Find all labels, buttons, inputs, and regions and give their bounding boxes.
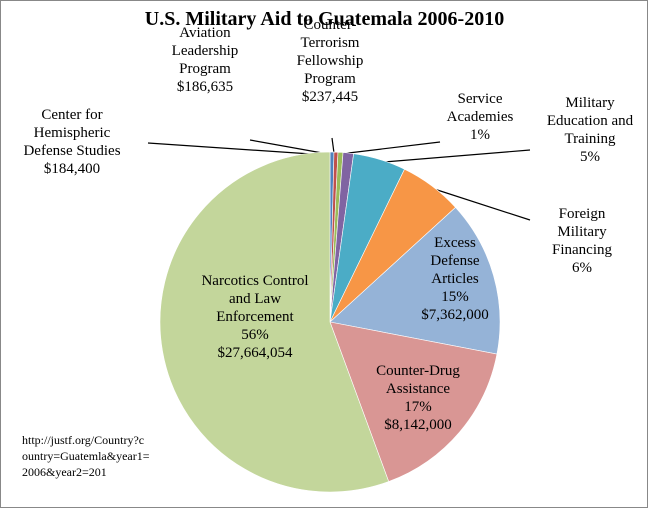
slice-name: Counter-Drug Assistance [376, 363, 460, 397]
value-label: $8,142,000 [384, 417, 452, 433]
value-label: $184,400 [43, 161, 101, 177]
slice-label: Military Education and Training 5% [538, 94, 642, 166]
slice-label: Aviation Leadership Program $186,635 [159, 24, 251, 96]
chart-title: U.S. Military Aid to Guatemala 2006-2010 [144, 8, 505, 30]
leader-line [331, 137, 335, 154]
slice-name: Aviation Leadership Program [171, 25, 239, 77]
slice-label: Center for Hemispheric Defense Studies $1… [18, 106, 126, 178]
slice-label: Service Academies 1% [434, 90, 526, 144]
value-label: $27,664,054 [217, 345, 293, 361]
slice-name: Center for Hemispheric Defense Studies [23, 107, 121, 159]
percent-label: 5% [580, 149, 600, 165]
percent-label: 17% [404, 399, 432, 415]
leader-line [371, 149, 531, 164]
leader-line [339, 141, 441, 155]
slice-name: Counter-Terrorism Fellowship Program [296, 17, 364, 87]
slice-label: Counter-Terrorism Fellowship Program $237… [282, 16, 378, 106]
slice-name: Excess Defense Articles [430, 235, 480, 287]
leader-line [249, 139, 329, 155]
slice-name: Military Education and Training [546, 95, 634, 147]
slice-label: Excess Defense Articles 15% $7,362,000 [409, 234, 501, 324]
slice-name: Narcotics Control and Law Enforcement [201, 273, 309, 325]
percent-label: 56% [241, 327, 269, 343]
slice-label: Narcotics Control and Law Enforcement 56%… [195, 272, 315, 362]
percent-label: 1% [470, 127, 490, 143]
leader-line [424, 185, 531, 221]
value-label: $237,445 [301, 89, 359, 105]
percent-label: 15% [441, 289, 469, 305]
value-label: $186,635 [176, 79, 234, 95]
slice-name: Service Academies [446, 91, 514, 125]
slice-name: Foreign Military Financing [552, 206, 612, 258]
leader-lines [147, 137, 531, 221]
pie-slice [329, 321, 498, 482]
pie-slice [159, 151, 390, 493]
value-label: $7,362,000 [421, 307, 489, 323]
pie-slice [329, 206, 501, 355]
percent-label: 6% [572, 260, 592, 276]
source-note: http://justf.org/Country?country=Guateml… [22, 433, 150, 479]
slice-label: Foreign Military Financing 6% [537, 205, 627, 277]
slice-label: Counter-Drug Assistance 17% $8,142,000 [358, 362, 478, 434]
leader-line [147, 142, 327, 156]
